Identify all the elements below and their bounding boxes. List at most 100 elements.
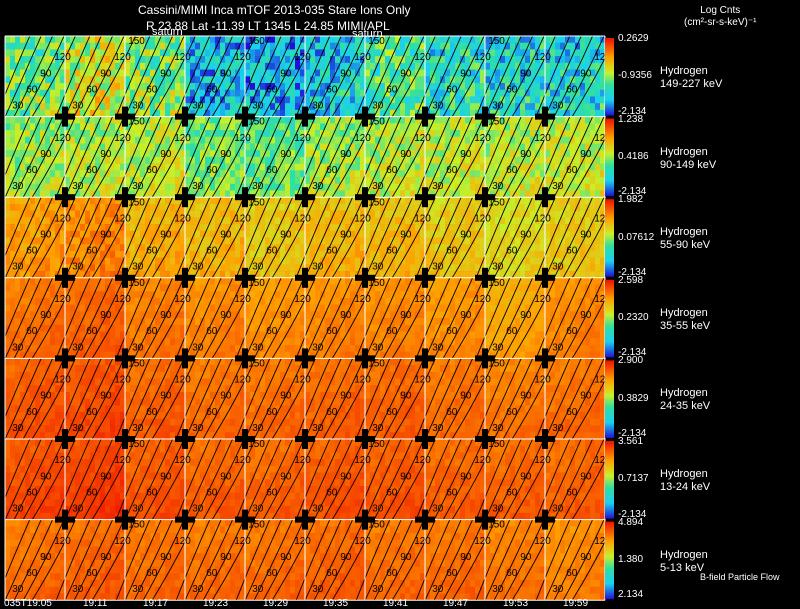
contour-label: 60 [566,487,578,498]
crosshair-marker [115,267,135,288]
contour-label: 60 [266,84,278,95]
contour-line [82,358,125,440]
contour-label: 90 [340,552,352,563]
contour-line [22,36,65,117]
contour-label: 30 [312,504,324,515]
heatmap-panel [425,197,486,279]
colorbar-mid: 0.07612 [618,231,655,243]
contour-line [73,358,114,440]
contour-label: 120 [354,536,371,547]
contour-line [331,519,376,600]
contour-label: 30 [252,423,264,434]
contour-label: 90 [280,471,292,482]
colorbar-max: 4.894 [618,516,644,528]
crosshair-marker [355,267,375,288]
contour-label: 60 [266,246,278,257]
contour-label: 90 [400,68,412,79]
colorbar-min: -2.134 [618,428,647,439]
contour-label: 120 [234,375,251,386]
contour-line [151,197,196,279]
contour-line [484,277,522,359]
crosshair-marker [115,429,135,449]
contour-label: 120 [54,294,71,305]
contour-line [64,116,102,198]
contour-label: 30 [432,262,444,273]
contour-line [31,519,76,600]
contour-line [262,519,305,600]
crosshair-marker [295,106,315,127]
contour-line [235,358,271,440]
contour-line [304,519,342,600]
contour-line [562,438,605,520]
contour-line [553,438,594,520]
contour-label: 30 [252,181,264,192]
contour-line [535,519,571,600]
contour-line [142,358,185,440]
band-energy: 13-24 keV [660,481,711,493]
contour-label: 90 [100,471,112,482]
contour-label: 30 [12,584,24,595]
contour-label: 120 [174,536,191,547]
contour-label: 60 [446,84,458,95]
contour-line [115,197,151,278]
contour-line [73,197,114,279]
contour-label: 60 [386,568,398,579]
contour-label: 30 [192,423,204,434]
contour-label: 90 [340,230,352,241]
contour-label: 150 [128,359,145,370]
contour-line [535,438,571,520]
contour-line [64,358,102,440]
contour-line [13,197,54,279]
contour-label: 30 [252,342,264,353]
contour-label: 120 [474,133,491,144]
contour-label: 150 [248,197,265,208]
contour-label: 120 [534,213,551,224]
contour-line [13,438,54,520]
contour-line [31,438,76,520]
contour-label: 60 [146,326,158,337]
contour-label: 120 [54,536,71,547]
contour-line [124,438,162,520]
contour-line [415,277,451,359]
contour-line [202,116,245,198]
crosshair-marker [295,509,315,530]
colorbar-max: 3.561 [618,436,644,447]
crosshair-marker [55,187,75,208]
contour-line [544,438,582,520]
time-tick-label: 19:29 [263,598,289,609]
contour-line [91,116,136,198]
contour-line [571,460,605,520]
crosshair-marker [535,509,555,530]
contour-line [115,116,151,198]
contour-line [91,277,136,359]
contour-label: 60 [86,326,98,337]
contour-label: 90 [100,149,112,160]
contour-label: 60 [566,246,578,257]
contour-label: 150 [128,36,145,47]
contour-line [31,116,76,198]
contour-line [382,438,425,520]
contour-line [475,358,511,440]
contour-label: 60 [506,165,518,176]
contour-label: 60 [506,568,518,579]
contour-line [253,358,294,440]
contour-label: 30 [192,262,204,273]
contour-line [262,438,305,520]
contour-line [544,358,582,440]
contour-line [244,277,282,359]
contour-line [73,36,114,117]
contour-line [73,277,114,359]
contour-label: 30 [312,342,324,353]
contour-label: 60 [206,165,218,176]
crosshair-marker [535,106,555,127]
contour-label: 150 [488,439,505,450]
contour-line [55,197,91,278]
colorbar [605,360,614,438]
contour-label: 90 [400,471,412,482]
contour-line [391,197,436,279]
contour-line [322,36,365,117]
contour-line [5,438,42,520]
contour-line [562,116,605,198]
contour-line [322,438,365,520]
contour-label: 150 [488,359,505,370]
